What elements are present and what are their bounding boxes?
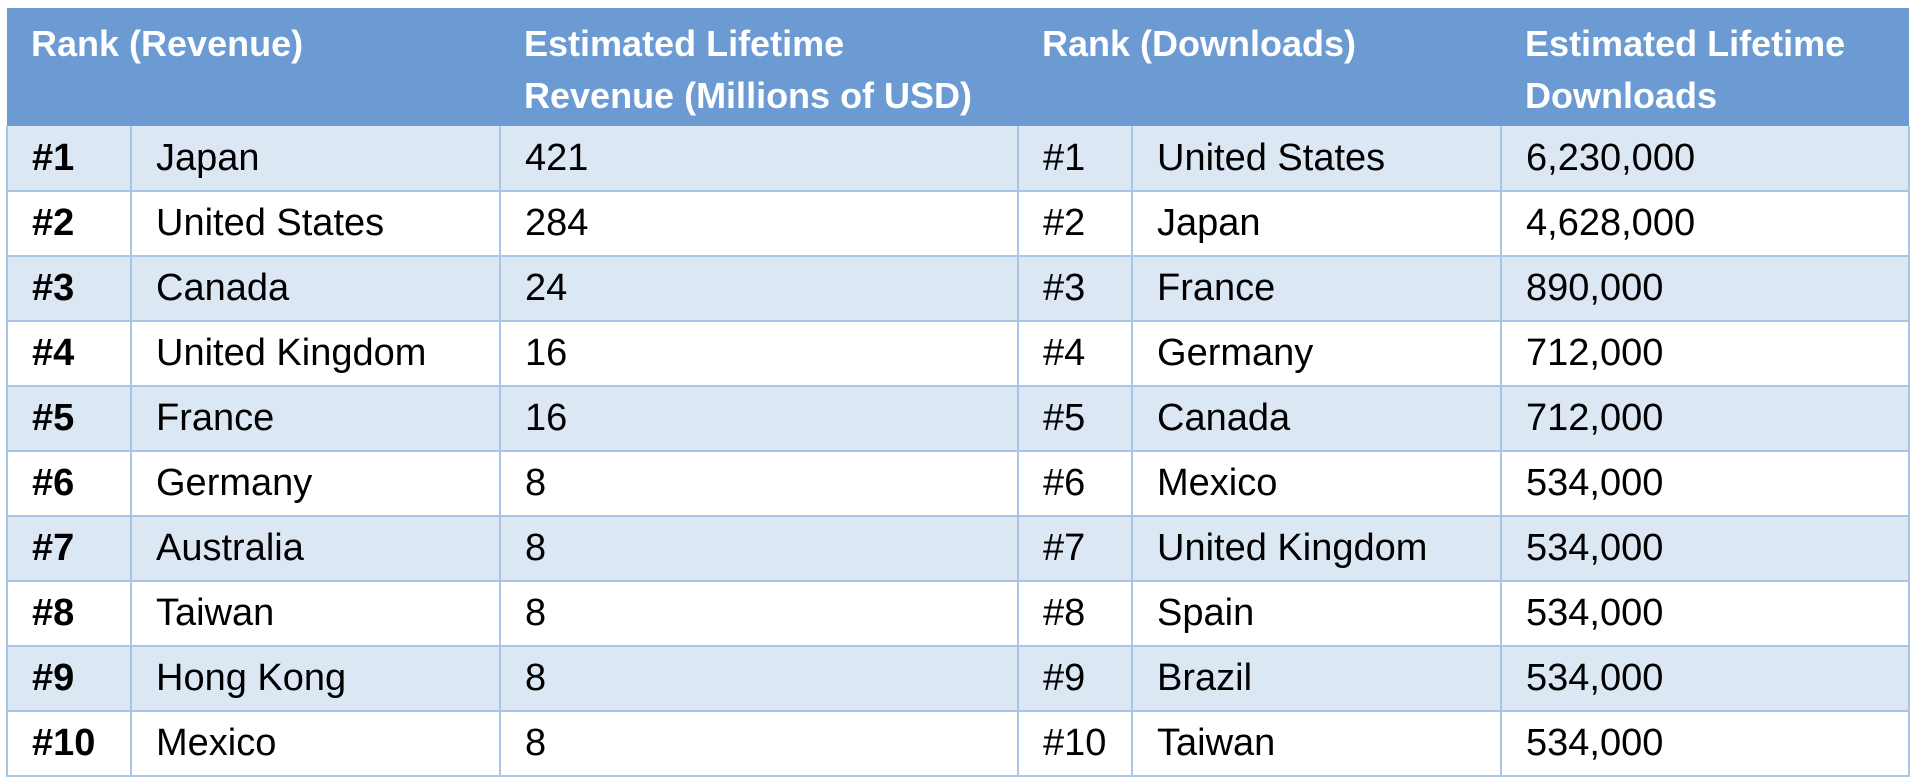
downloads-value-cell: 712,000 xyxy=(1501,386,1911,452)
downloads-country-cell: Taiwan xyxy=(1132,711,1503,777)
header-estimated-downloads: Estimated Lifetime Downloads xyxy=(1501,8,1910,126)
revenue-value-cell: 24 xyxy=(500,256,1020,322)
table-row: #2 United States 284 #2 Japan 4,628,000 xyxy=(6,191,1911,257)
downloads-value-cell: 534,000 xyxy=(1501,711,1911,777)
downloads-country-cell: United Kingdom xyxy=(1132,516,1503,582)
revenue-rank-cell: #6 xyxy=(6,451,132,517)
revenue-country-cell: Canada xyxy=(131,256,502,322)
header-downloads-line2: Downloads xyxy=(1525,75,1718,116)
revenue-country-cell: France xyxy=(131,386,502,452)
table-row: #7 Australia 8 #7 United Kingdom 534,000 xyxy=(6,516,1911,582)
revenue-country-cell: Mexico xyxy=(131,711,502,777)
downloads-rank-cell: #6 xyxy=(1018,451,1134,517)
revenue-value-cell: 16 xyxy=(500,386,1020,452)
revenue-rank-cell: #9 xyxy=(6,646,132,712)
revenue-rank-cell: #5 xyxy=(6,386,132,452)
revenue-value-cell: 8 xyxy=(500,451,1020,517)
table-row: #1 Japan 421 #1 United States 6,230,000 xyxy=(6,126,1911,192)
downloads-value-cell: 4,628,000 xyxy=(1501,191,1911,257)
table-row: #5 France 16 #5 Canada 712,000 xyxy=(6,386,1911,452)
table-row: #8 Taiwan 8 #8 Spain 534,000 xyxy=(6,581,1911,647)
downloads-country-cell: Japan xyxy=(1132,191,1503,257)
downloads-country-cell: France xyxy=(1132,256,1503,322)
revenue-rank-cell: #8 xyxy=(6,581,132,647)
revenue-rank-cell: #3 xyxy=(6,256,132,322)
header-rank-revenue: Rank (Revenue) xyxy=(7,8,501,126)
revenue-rank-cell: #1 xyxy=(6,126,132,192)
table-row: #6 Germany 8 #6 Mexico 534,000 xyxy=(6,451,1911,517)
revenue-rank-cell: #4 xyxy=(6,321,132,387)
downloads-value-cell: 534,000 xyxy=(1501,581,1911,647)
revenue-country-cell: United States xyxy=(131,191,502,257)
revenue-country-cell: Japan xyxy=(131,126,502,192)
revenue-value-cell: 421 xyxy=(500,126,1020,192)
revenue-value-cell: 8 xyxy=(500,581,1020,647)
revenue-country-cell: Australia xyxy=(131,516,502,582)
downloads-rank-cell: #7 xyxy=(1018,516,1134,582)
table-row: #10 Mexico 8 #10 Taiwan 534,000 xyxy=(6,711,1911,777)
revenue-value-cell: 8 xyxy=(500,711,1020,777)
downloads-country-cell: Brazil xyxy=(1132,646,1503,712)
header-rank-downloads-label: Rank (Downloads) xyxy=(1042,23,1357,64)
revenue-rank-cell: #10 xyxy=(6,711,132,777)
revenue-country-cell: Taiwan xyxy=(131,581,502,647)
header-downloads-line1: Estimated Lifetime xyxy=(1525,23,1846,64)
ranking-table: Rank (Revenue) Estimated Lifetime Revenu… xyxy=(6,8,1911,777)
downloads-rank-cell: #9 xyxy=(1018,646,1134,712)
revenue-value-cell: 8 xyxy=(500,646,1020,712)
downloads-rank-cell: #1 xyxy=(1018,126,1134,192)
downloads-value-cell: 712,000 xyxy=(1501,321,1911,387)
table-row: #9 Hong Kong 8 #9 Brazil 534,000 xyxy=(6,646,1911,712)
header-rank-revenue-label: Rank (Revenue) xyxy=(31,23,304,64)
downloads-country-cell: Spain xyxy=(1132,581,1503,647)
downloads-value-cell: 6,230,000 xyxy=(1501,126,1911,192)
downloads-country-cell: Canada xyxy=(1132,386,1503,452)
revenue-rank-cell: #2 xyxy=(6,191,132,257)
revenue-value-cell: 8 xyxy=(500,516,1020,582)
ranking-table-container: Rank (Revenue) Estimated Lifetime Revenu… xyxy=(6,8,1911,777)
downloads-value-cell: 534,000 xyxy=(1501,646,1911,712)
downloads-rank-cell: #10 xyxy=(1018,711,1134,777)
revenue-value-cell: 16 xyxy=(500,321,1020,387)
table-row: #3 Canada 24 #3 France 890,000 xyxy=(6,256,1911,322)
table-row: #4 United Kingdom 16 #4 Germany 712,000 xyxy=(6,321,1911,387)
downloads-country-cell: Germany xyxy=(1132,321,1503,387)
downloads-value-cell: 534,000 xyxy=(1501,516,1911,582)
revenue-rank-cell: #7 xyxy=(6,516,132,582)
downloads-value-cell: 534,000 xyxy=(1501,451,1911,517)
table-header: Rank (Revenue) Estimated Lifetime Revenu… xyxy=(7,8,1910,126)
downloads-rank-cell: #3 xyxy=(1018,256,1134,322)
header-estimated-revenue: Estimated Lifetime Revenue (Millions of … xyxy=(500,8,1019,126)
header-revenue-line2: Revenue (Millions of USD) xyxy=(524,75,973,116)
downloads-rank-cell: #8 xyxy=(1018,581,1134,647)
header-revenue-line1: Estimated Lifetime xyxy=(524,23,845,64)
downloads-country-cell: Mexico xyxy=(1132,451,1503,517)
revenue-country-cell: United Kingdom xyxy=(131,321,502,387)
revenue-value-cell: 284 xyxy=(500,191,1020,257)
revenue-country-cell: Hong Kong xyxy=(131,646,502,712)
downloads-rank-cell: #4 xyxy=(1018,321,1134,387)
revenue-country-cell: Germany xyxy=(131,451,502,517)
downloads-rank-cell: #2 xyxy=(1018,191,1134,257)
header-row: Rank (Revenue) Estimated Lifetime Revenu… xyxy=(7,8,1910,126)
table-body: #1 Japan 421 #1 United States 6,230,000 #2 Unit… xyxy=(6,126,1911,777)
downloads-rank-cell: #5 xyxy=(1018,386,1134,452)
header-rank-downloads: Rank (Downloads) xyxy=(1018,8,1502,126)
downloads-country-cell: United States xyxy=(1132,126,1503,192)
downloads-value-cell: 890,000 xyxy=(1501,256,1911,322)
